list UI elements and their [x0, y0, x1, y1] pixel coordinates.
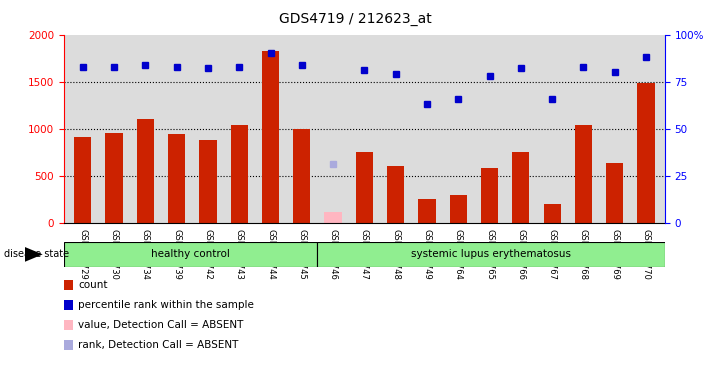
Text: disease state: disease state	[4, 249, 69, 260]
Bar	[512, 152, 530, 223]
Bar	[199, 140, 217, 223]
Text: value, Detection Call = ABSENT: value, Detection Call = ABSENT	[78, 320, 244, 330]
Bar	[356, 152, 373, 223]
Bar	[168, 134, 186, 223]
Bar	[293, 129, 311, 223]
Bar	[262, 51, 279, 223]
Bar	[137, 119, 154, 223]
Polygon shape	[25, 247, 43, 262]
Bar	[64, 242, 317, 267]
Bar	[449, 195, 467, 223]
Bar	[230, 125, 248, 223]
Bar	[317, 242, 665, 267]
Bar	[637, 83, 655, 223]
Bar	[543, 204, 561, 223]
Bar	[387, 166, 405, 223]
Bar	[418, 199, 436, 223]
Bar	[324, 212, 342, 223]
Text: percentile rank within the sample: percentile rank within the sample	[78, 300, 254, 310]
Text: count: count	[78, 280, 107, 290]
Bar	[74, 137, 92, 223]
Bar	[105, 133, 123, 223]
Bar	[481, 168, 498, 223]
Text: systemic lupus erythematosus: systemic lupus erythematosus	[411, 249, 571, 260]
Text: healthy control: healthy control	[151, 249, 230, 260]
Text: GDS4719 / 212623_at: GDS4719 / 212623_at	[279, 12, 432, 25]
Bar	[606, 164, 624, 223]
Bar	[574, 125, 592, 223]
Text: rank, Detection Call = ABSENT: rank, Detection Call = ABSENT	[78, 340, 239, 350]
